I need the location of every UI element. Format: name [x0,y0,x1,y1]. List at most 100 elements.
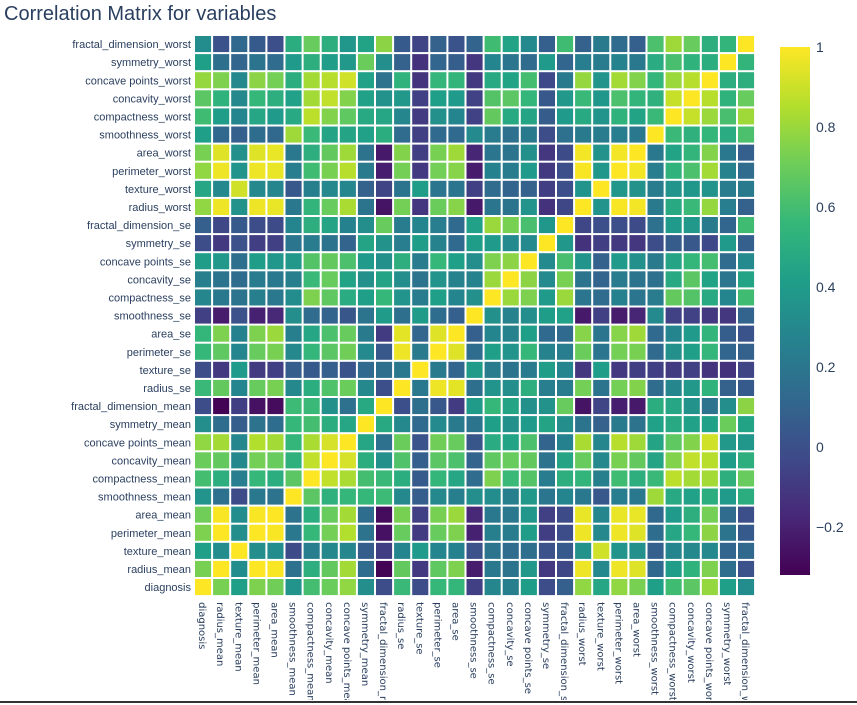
heatmap-cell [321,198,338,215]
heatmap-cell [647,542,664,559]
heatmap-cell [285,307,302,324]
heatmap-cell [466,434,483,451]
heatmap-cell [502,524,519,541]
heatmap-cell [394,379,411,396]
heatmap-cell [575,289,592,306]
heatmap-cell [376,524,393,541]
heatmap-cell [249,253,266,270]
heatmap-cell [339,343,356,360]
heatmap-cell [738,416,755,433]
heatmap-cell [430,198,447,215]
heatmap-cell [593,235,610,252]
heatmap-cell [303,379,320,396]
heatmap-cell [629,253,646,270]
y-tick-label: compactness_se [108,292,191,304]
heatmap-cell [430,560,447,577]
heatmap-cell [466,126,483,143]
heatmap-cell [611,398,628,415]
heatmap-cell [394,488,411,505]
heatmap-cell [520,54,537,71]
heatmap-cell [611,560,628,577]
heatmap-cell [412,108,429,125]
heatmap-cell [629,579,646,596]
heatmap-cell [683,379,700,396]
heatmap-cell [538,253,555,270]
heatmap-cell [502,253,519,270]
heatmap-cell [719,506,736,523]
y-tick-label: compactness_mean [93,473,191,485]
heatmap-cell [357,470,374,487]
heatmap-cell [502,72,519,89]
heatmap-cell [412,90,429,107]
heatmap-cell [629,36,646,53]
heatmap-cell [629,217,646,234]
heatmap-cell [701,289,718,306]
heatmap-cell [520,542,537,559]
heatmap-cell [701,343,718,360]
heatmap-cell [267,90,284,107]
heatmap-cell [249,560,266,577]
heatmap-cell [502,542,519,559]
heatmap-cell [213,307,230,324]
heatmap-cell [466,307,483,324]
heatmap-cell [339,108,356,125]
heatmap-cells [195,36,755,596]
heatmap-cell [267,180,284,197]
heatmap-cell [629,54,646,71]
heatmap-cell [195,452,212,469]
colorbar: 1 0.8 0.6 0.4 0.2 0 −0.2 [780,39,844,575]
heatmap-cell [357,198,374,215]
heatmap-cell [520,506,537,523]
heatmap-cell [593,434,610,451]
heatmap-cell [575,307,592,324]
heatmap-cell [430,72,447,89]
heatmap-cell [575,271,592,288]
heatmap-cell [683,162,700,179]
heatmap-cell [520,398,537,415]
heatmap-cell [267,162,284,179]
heatmap-cell [719,90,736,107]
heatmap-cell [285,271,302,288]
heatmap-cell [538,180,555,197]
heatmap-cell [738,36,755,53]
heatmap-cell [665,235,682,252]
heatmap-cell [719,217,736,234]
heatmap-cell [303,217,320,234]
heatmap-cell [213,235,230,252]
heatmap-cell [683,253,700,270]
heatmap-cell [213,343,230,360]
heatmap-cell [538,198,555,215]
heatmap-cell [249,217,266,234]
heatmap-cell [520,307,537,324]
heatmap-cell [213,126,230,143]
heatmap-cell [484,470,501,487]
heatmap-cell [195,36,212,53]
heatmap-cell [701,542,718,559]
heatmap-cell [665,217,682,234]
heatmap-cell [213,271,230,288]
heatmap-cell [303,126,320,143]
heatmap-cell [611,579,628,596]
heatmap-cell [394,416,411,433]
heatmap-cell [321,271,338,288]
heatmap-cell [611,524,628,541]
heatmap-cell [719,126,736,143]
heatmap-cell [231,36,248,53]
heatmap-cell [538,72,555,89]
heatmap-cell [339,126,356,143]
x-tick-label: concave points_se [522,602,533,694]
heatmap-cell [231,289,248,306]
heatmap-cell [593,506,610,523]
heatmap-cell [267,307,284,324]
heatmap-cell [593,343,610,360]
heatmap-cell [394,126,411,143]
heatmap-cell [466,54,483,71]
heatmap-cell [285,579,302,596]
heatmap-cell [647,126,664,143]
heatmap-cell [484,560,501,577]
heatmap-cell [285,506,302,523]
heatmap-cell [502,271,519,288]
chart-title: Correlation Matrix for variables [4,3,277,25]
y-tick-label: concavity_worst [113,93,191,105]
heatmap-cell [285,90,302,107]
